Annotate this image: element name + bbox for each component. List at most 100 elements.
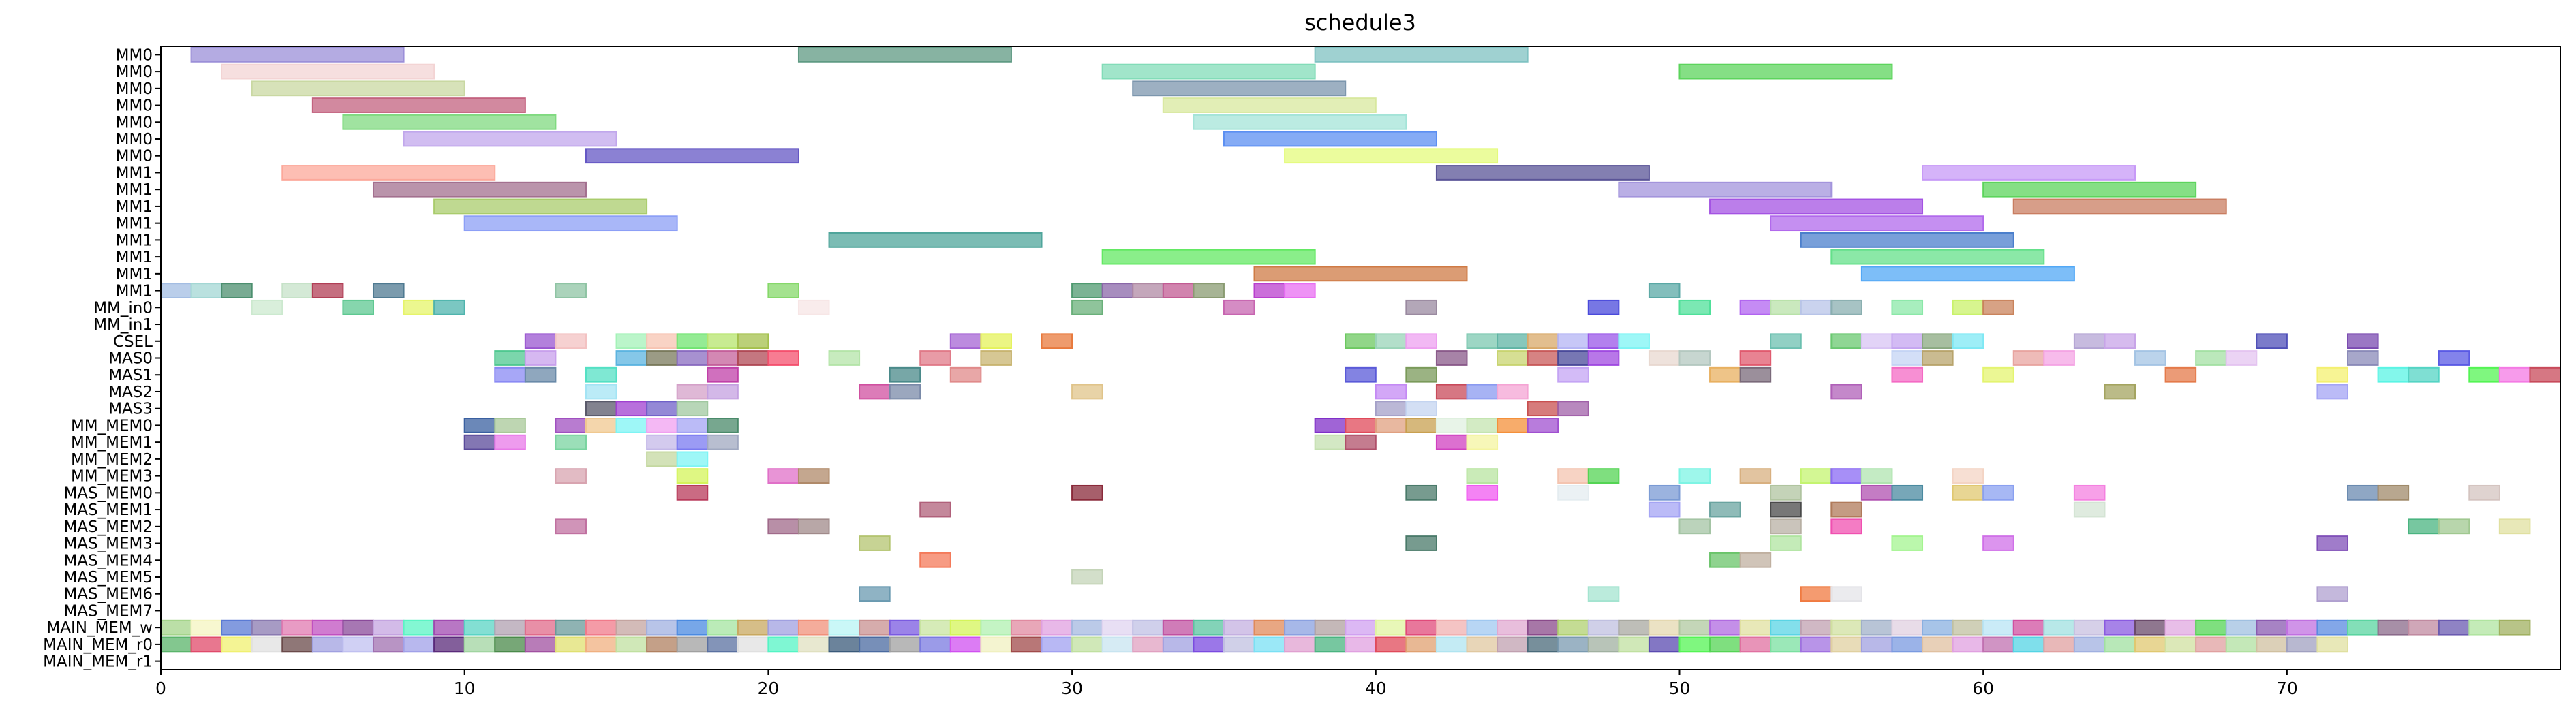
- gantt-bar: [1071, 283, 1103, 298]
- y-tick-label: MM1: [116, 232, 153, 249]
- y-tick-label: MAS_MEM4: [63, 552, 153, 569]
- gantt-bar: [2347, 350, 2379, 366]
- gantt-bar: [585, 619, 617, 636]
- gantt-bar: [494, 366, 526, 383]
- gantt-bar: [1952, 299, 1984, 315]
- gantt-bar: [1010, 619, 1043, 636]
- gantt-bar: [433, 636, 465, 653]
- gantt-bar: [1770, 535, 1802, 551]
- gantt-bar: [1405, 535, 1437, 551]
- gantt-bar: [585, 384, 617, 400]
- gantt-bar: [1678, 619, 1711, 636]
- gantt-bar: [1800, 232, 2014, 248]
- gantt-bar: [1466, 333, 1499, 349]
- gantt-bar: [1982, 299, 2014, 315]
- bars-layer: [160, 46, 2562, 653]
- gantt-bar: [1101, 636, 1134, 653]
- gantt-bar: [1527, 418, 1559, 433]
- gantt-bar: [1587, 333, 1620, 349]
- gantt-bar: [889, 619, 921, 636]
- gantt-bar: [1770, 299, 1802, 315]
- gantt-bar: [403, 299, 435, 315]
- gantt-bar: [2073, 636, 2106, 653]
- gantt-bar: [1314, 619, 1347, 636]
- gantt-bar: [707, 350, 739, 366]
- gantt-bar: [372, 181, 587, 198]
- gantt-bar: [1497, 384, 1529, 400]
- gantt-bar: [1466, 384, 1499, 400]
- gantt-bar: [1891, 619, 1924, 636]
- gantt-bar: [2377, 484, 2410, 501]
- gantt-bar: [919, 501, 951, 518]
- gantt-bar: [1466, 434, 1499, 450]
- gantt-bar: [190, 636, 223, 653]
- gantt-bar: [707, 619, 739, 636]
- gantt-bar: [1557, 350, 1589, 366]
- gantt-bar: [1770, 501, 1802, 518]
- gantt-bar: [1587, 350, 1620, 366]
- gantt-bar: [676, 451, 709, 467]
- gantt-bar: [2073, 501, 2106, 518]
- gantt-bar: [1860, 468, 1893, 484]
- gantt-bar: [1739, 636, 1772, 653]
- gantt-bar: [160, 283, 192, 298]
- gantt-bar: [2012, 350, 2045, 366]
- gantt-bar: [1375, 619, 1407, 636]
- gantt-bar: [2468, 366, 2500, 383]
- gantt-bar: [1527, 619, 1559, 636]
- gantt-bar: [160, 636, 192, 653]
- gantt-bar: [2438, 619, 2470, 636]
- gantt-bar: [1284, 619, 1316, 636]
- gantt-bar: [1982, 535, 2014, 551]
- gantt-bar: [676, 636, 709, 653]
- gantt-bar: [797, 299, 830, 315]
- gantt-bar: [342, 636, 374, 653]
- gantt-bar: [1497, 619, 1529, 636]
- gantt-bar: [1405, 636, 1437, 653]
- gantt-bar: [251, 299, 283, 315]
- y-tick-label: MAS_MEM0: [63, 484, 153, 502]
- gantt-bar: [1345, 434, 1377, 450]
- gantt-bar: [1800, 619, 1833, 636]
- gantt-bar: [433, 299, 465, 315]
- gantt-bar: [1800, 586, 1833, 602]
- gantt-bar: [1345, 636, 1377, 653]
- gantt-bar: [1223, 299, 1255, 315]
- gantt-bar: [646, 434, 678, 450]
- gantt-bar: [1739, 366, 1772, 383]
- gantt-bar: [676, 468, 709, 484]
- gantt-bar: [1891, 636, 1924, 653]
- gantt-bar: [1800, 636, 1833, 653]
- gantt-bar: [585, 636, 617, 653]
- gantt-bar: [1253, 619, 1286, 636]
- gantt-bar: [1618, 181, 1833, 198]
- gantt-bar: [1375, 384, 1407, 400]
- gantt-bar: [2012, 198, 2227, 215]
- gantt-bar: [676, 484, 709, 501]
- x-axis: 0 10 20 30 40 50 60 70: [155, 670, 2298, 698]
- gantt-bar: [615, 333, 648, 349]
- chart-title: schedule3: [1304, 10, 1416, 35]
- y-tick-label: MM_in1: [93, 316, 153, 334]
- gantt-bar: [463, 636, 496, 653]
- gantt-bar: [1648, 283, 1681, 298]
- gantt-bar: [1284, 283, 1316, 298]
- gantt-bar: [1952, 619, 1984, 636]
- gantt-bar: [1709, 501, 1741, 518]
- gantt-bar: [1375, 636, 1407, 653]
- gantt-bar: [1466, 619, 1499, 636]
- x-tick-label: 30: [1061, 678, 1083, 698]
- gantt-bar: [1466, 418, 1499, 433]
- gantt-bar: [1132, 636, 1164, 653]
- gantt-bar: [1466, 636, 1499, 653]
- gantt-bar: [1709, 198, 1924, 215]
- gantt-bar: [2347, 333, 2379, 349]
- gantt-bar: [1982, 484, 2014, 501]
- gantt-bar: [433, 198, 648, 215]
- gantt-bar: [1527, 636, 1559, 653]
- gantt-bar: [2316, 636, 2349, 653]
- gantt-bar: [646, 619, 678, 636]
- gantt-bar: [372, 636, 405, 653]
- x-tick-label: 70: [2276, 678, 2298, 698]
